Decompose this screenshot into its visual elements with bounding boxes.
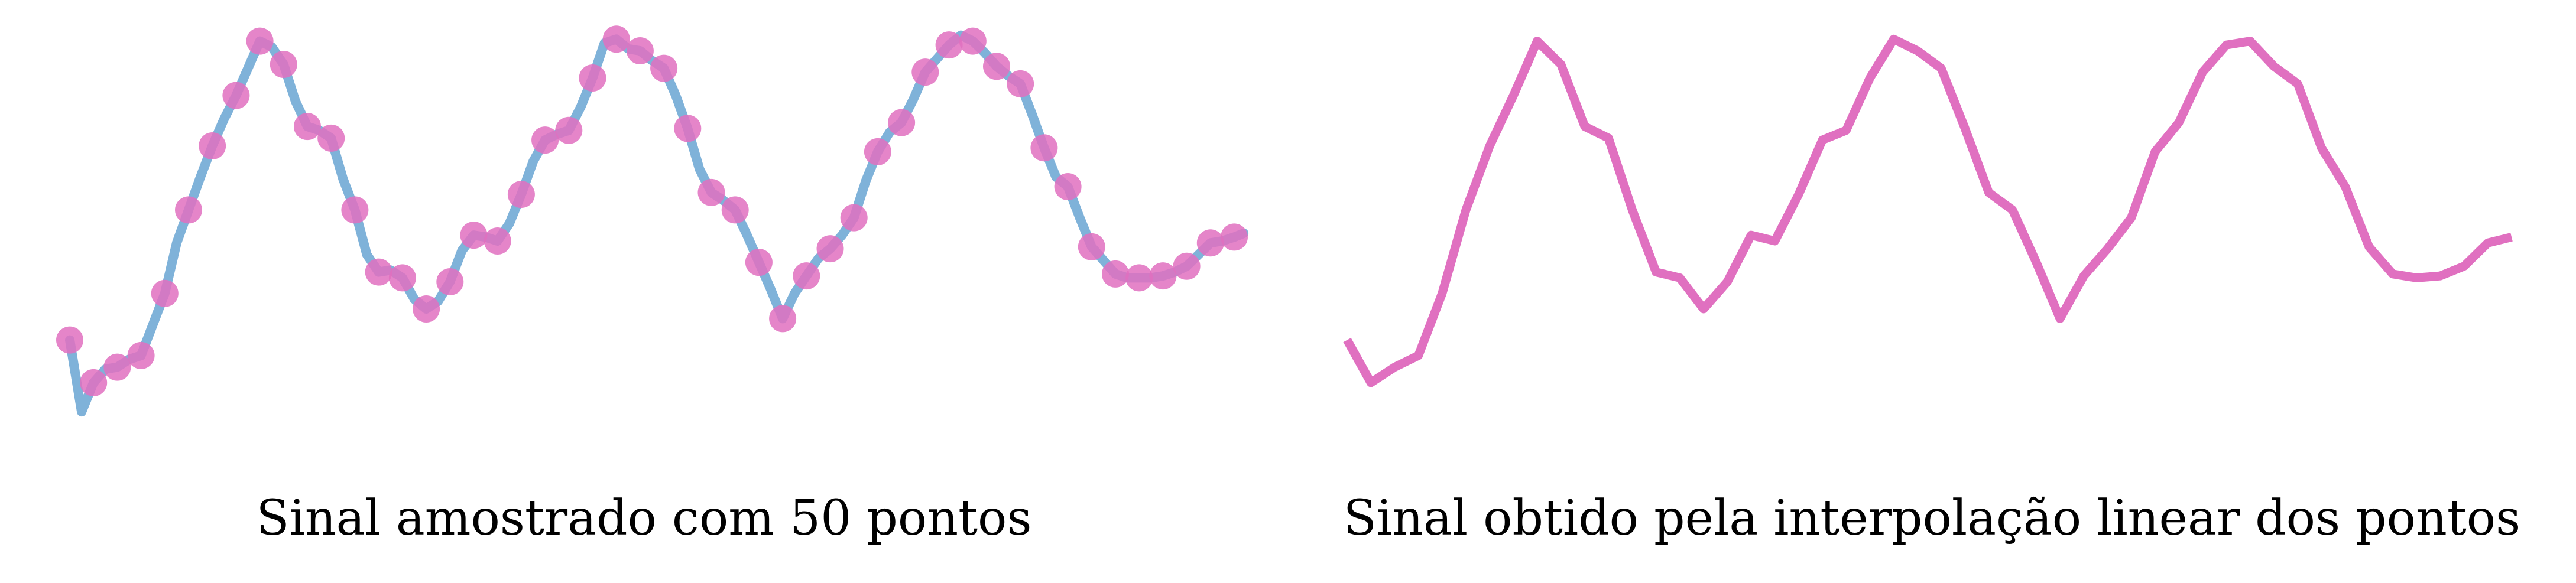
sample-point xyxy=(935,31,963,59)
sample-point xyxy=(1007,70,1034,97)
sample-point xyxy=(222,82,250,109)
sample-point xyxy=(484,227,511,255)
sample-point xyxy=(840,204,868,232)
sample-point xyxy=(579,64,606,92)
sample-point xyxy=(674,115,702,142)
sample-point xyxy=(911,58,939,86)
sampled-signal-chart xyxy=(56,25,1249,417)
sample-point xyxy=(1102,260,1129,288)
sample-point xyxy=(199,132,226,159)
sample-point xyxy=(650,54,678,82)
sample-point xyxy=(626,37,654,64)
sample-point xyxy=(1078,233,1105,260)
sampled-signal-caption: Sinal amostrado com 50 pontos xyxy=(256,490,1032,546)
sample-point xyxy=(1173,252,1201,280)
sample-point xyxy=(388,264,416,292)
sample-point xyxy=(80,369,108,396)
sample-point xyxy=(246,27,274,55)
sample-point xyxy=(888,109,916,136)
sample-point xyxy=(341,196,369,224)
sample-point xyxy=(151,279,179,307)
sample-point xyxy=(294,113,321,141)
interpolated-signal-line xyxy=(1343,34,2513,387)
sample-point xyxy=(531,126,559,154)
sample-point xyxy=(1054,173,1082,200)
sample-point xyxy=(270,51,297,78)
sample-point xyxy=(1221,223,1248,251)
sample-point xyxy=(864,138,891,165)
sample-point xyxy=(365,258,392,286)
sample-point xyxy=(127,341,155,369)
sample-point xyxy=(959,27,987,55)
sample-point xyxy=(1125,264,1153,292)
sample-point xyxy=(769,305,797,333)
sample-point xyxy=(317,124,345,152)
sample-point xyxy=(983,53,1010,80)
sample-point xyxy=(1149,262,1177,290)
sample-point xyxy=(56,326,83,354)
sample-point xyxy=(1030,134,1058,162)
interpolated-signal-caption: Sinal obtido pela interpolação linear do… xyxy=(1343,490,2521,546)
sample-point xyxy=(697,178,725,206)
sample-point xyxy=(175,196,202,224)
sample-point xyxy=(507,181,535,209)
sample-point xyxy=(1196,229,1224,257)
sample-point xyxy=(413,295,440,323)
sample-point xyxy=(555,116,583,144)
sampled-signal-panel: Sinal amostrado com 50 pontos xyxy=(56,25,1249,546)
sample-point xyxy=(745,249,773,276)
sample-point xyxy=(721,196,749,224)
sample-point xyxy=(436,268,464,295)
sample-point xyxy=(103,353,131,381)
interpolated-signal-panel: Sinal obtido pela interpolação linear do… xyxy=(1288,0,2576,583)
sample-point xyxy=(816,235,844,263)
sample-point xyxy=(793,262,820,290)
interpolated-signal-chart xyxy=(1343,34,2513,387)
sample-point xyxy=(460,222,488,249)
sample-point xyxy=(602,25,630,53)
